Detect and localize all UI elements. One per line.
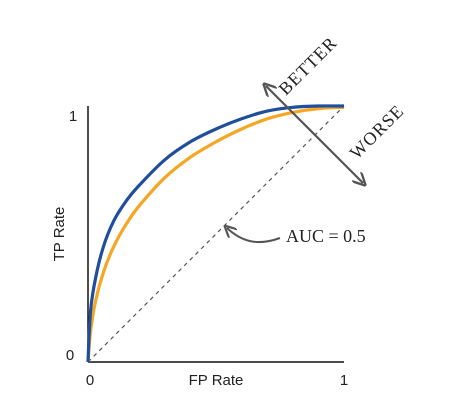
x-axis-label: FP Rate bbox=[189, 372, 244, 389]
auc-pointer-arrow bbox=[227, 228, 281, 244]
better-label: BETTER bbox=[275, 33, 341, 99]
worse-label: WORSE bbox=[346, 101, 408, 163]
better-worse-arrow bbox=[266, 86, 363, 183]
y-tick-0: 0 bbox=[66, 347, 74, 364]
y-axis-label: TP Rate bbox=[51, 207, 68, 262]
auc-label: AUC = 0.5 bbox=[286, 226, 366, 246]
x-tick-1: 1 bbox=[340, 372, 348, 389]
x-tick-0: 0 bbox=[86, 372, 94, 389]
y-tick-1: 1 bbox=[69, 108, 77, 125]
